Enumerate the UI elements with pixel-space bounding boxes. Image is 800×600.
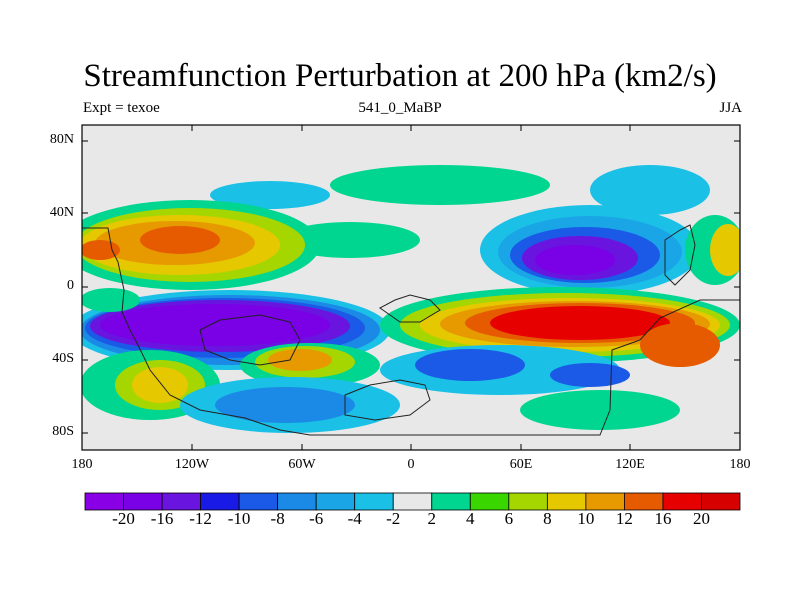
colorbar-label: -16 [150, 509, 174, 528]
lat-label-eq: 0 [67, 278, 74, 293]
colorbar [84, 492, 741, 511]
colorbar-label: -20 [112, 509, 135, 528]
colorbar-label: 20 [692, 509, 710, 528]
colorbar-swatch [392, 492, 433, 511]
colorbar-label: 10 [577, 509, 595, 528]
colorbar-swatch [469, 492, 510, 511]
lon-label-60e: 60E [509, 457, 533, 472]
colorbar-label: 2 [427, 509, 437, 528]
colorbar-swatch [662, 492, 702, 511]
plot-title: Streamfunction Perturbation at 200 hPa (… [83, 58, 717, 94]
colorbar-swatch [277, 492, 317, 511]
colorbar-swatch [431, 492, 471, 511]
run-label: 541_0_MaBP [358, 100, 442, 116]
colorbar-label: -6 [309, 509, 324, 528]
colorbar-swatch [508, 492, 548, 511]
colorbar-swatch [546, 492, 587, 511]
lon-label-180e: 180 [729, 457, 751, 472]
lon-label-120w: 120W [174, 457, 210, 472]
colorbar-label: 12 [615, 509, 633, 528]
axis-ticks [81, 125, 741, 450]
lat-label-40s: 40S [52, 351, 74, 366]
lon-label-180w: 180 [71, 457, 93, 472]
contour-field [82, 125, 740, 450]
lon-label-120e: 120E [615, 457, 645, 472]
colorbar-swatch [701, 492, 741, 511]
lat-label-40n: 40N [49, 205, 74, 220]
colorbar-swatch [200, 492, 240, 511]
colorbar-swatch [123, 492, 163, 511]
colorbar-label: -4 [347, 509, 362, 528]
colorbar-label: -10 [227, 509, 251, 528]
colorbar-swatch [238, 492, 279, 511]
colorbar-swatch [624, 492, 664, 511]
lon-label-60w: 60W [288, 457, 316, 472]
colorbar-swatch [354, 492, 394, 511]
colorbar-label: -2 [386, 509, 401, 528]
season-label: JJA [719, 100, 742, 116]
colorbar-swatch [585, 492, 625, 511]
colorbar-label: -8 [270, 509, 285, 528]
colorbar-swatch [161, 492, 201, 511]
colorbar-swatch [315, 492, 356, 511]
colorbar-label: 6 [504, 509, 514, 528]
colorbar-label: -12 [189, 509, 212, 528]
lat-label-80s: 80S [52, 424, 74, 439]
colorbar-label: 16 [654, 509, 672, 528]
experiment-label: Expt = texoe [83, 100, 160, 116]
colorbar-label: 8 [543, 509, 552, 528]
colorbar-label: 4 [466, 509, 475, 528]
lat-label-80n: 80N [49, 132, 74, 147]
coastlines [82, 224, 740, 436]
lon-label-0: 0 [407, 457, 415, 472]
colorbar-swatch [84, 492, 124, 511]
